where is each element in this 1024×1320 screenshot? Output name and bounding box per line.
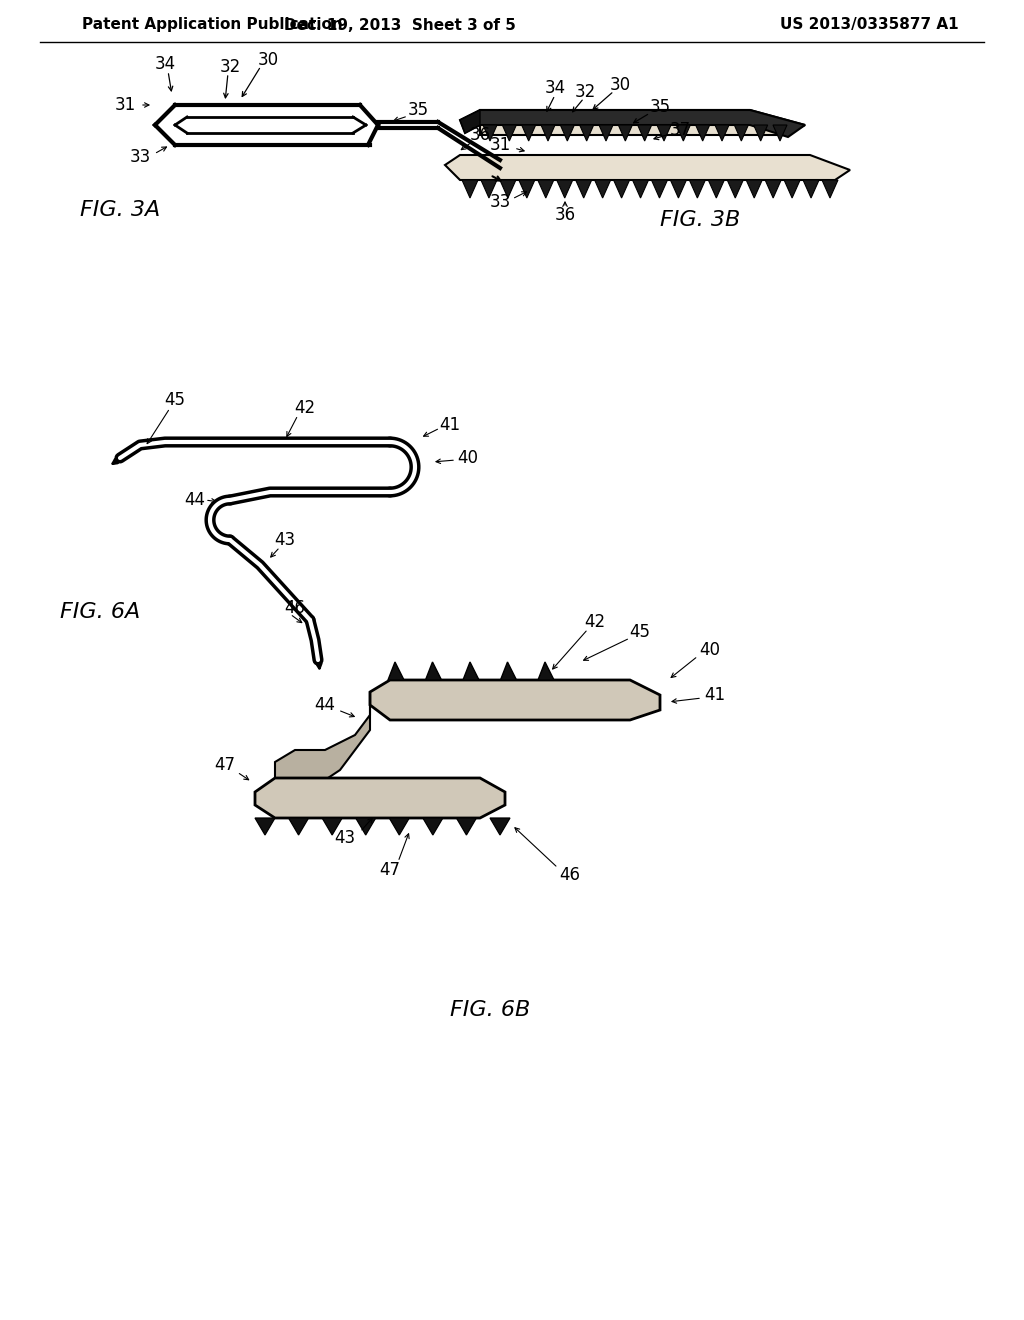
Polygon shape <box>275 692 370 789</box>
Polygon shape <box>695 125 710 141</box>
Polygon shape <box>370 680 660 719</box>
Text: 46: 46 <box>285 599 305 616</box>
Text: FIG. 6B: FIG. 6B <box>450 1001 530 1020</box>
Text: 35: 35 <box>408 102 429 119</box>
Text: 45: 45 <box>630 623 650 642</box>
Polygon shape <box>521 125 536 141</box>
Text: FIG. 3A: FIG. 3A <box>80 201 160 220</box>
Polygon shape <box>784 180 800 198</box>
Polygon shape <box>541 125 555 141</box>
Text: 43: 43 <box>335 829 355 847</box>
Polygon shape <box>773 125 787 141</box>
Text: 31: 31 <box>489 136 511 154</box>
Polygon shape <box>765 180 781 198</box>
Polygon shape <box>618 125 633 141</box>
Text: 47: 47 <box>214 756 236 774</box>
Polygon shape <box>457 818 476 836</box>
Polygon shape <box>727 180 743 198</box>
Text: 31: 31 <box>115 96 135 114</box>
Polygon shape <box>323 818 342 836</box>
Polygon shape <box>423 818 442 836</box>
Text: 41: 41 <box>439 416 461 434</box>
Text: 46: 46 <box>559 866 581 884</box>
Text: 37: 37 <box>670 121 690 139</box>
Polygon shape <box>460 110 480 133</box>
Text: Patent Application Publication: Patent Application Publication <box>82 17 343 33</box>
Text: 30: 30 <box>257 51 279 69</box>
Polygon shape <box>734 125 749 141</box>
Polygon shape <box>538 663 554 680</box>
Polygon shape <box>503 125 516 141</box>
Text: FIG. 3B: FIG. 3B <box>659 210 740 230</box>
Text: 47: 47 <box>380 861 400 879</box>
Polygon shape <box>519 180 535 198</box>
Polygon shape <box>599 125 613 141</box>
Text: Dec. 19, 2013  Sheet 3 of 5: Dec. 19, 2013 Sheet 3 of 5 <box>284 17 516 33</box>
Polygon shape <box>501 663 516 680</box>
Polygon shape <box>676 125 690 141</box>
Polygon shape <box>580 125 594 141</box>
Polygon shape <box>560 125 574 141</box>
Polygon shape <box>638 125 651 141</box>
Text: 33: 33 <box>489 193 511 211</box>
Text: 45: 45 <box>165 391 185 409</box>
Polygon shape <box>255 777 505 818</box>
Polygon shape <box>481 180 497 198</box>
Text: 42: 42 <box>295 399 315 417</box>
Polygon shape <box>490 818 510 836</box>
Polygon shape <box>500 180 516 198</box>
Polygon shape <box>822 180 838 198</box>
Text: 34: 34 <box>155 55 175 73</box>
Polygon shape <box>746 180 762 198</box>
Polygon shape <box>480 110 805 135</box>
Polygon shape <box>715 125 729 141</box>
Polygon shape <box>689 180 706 198</box>
Text: 40: 40 <box>699 642 721 659</box>
Text: 44: 44 <box>314 696 336 714</box>
Polygon shape <box>613 180 630 198</box>
Polygon shape <box>355 818 376 836</box>
Text: 32: 32 <box>219 58 241 77</box>
Polygon shape <box>671 180 686 198</box>
Text: 34: 34 <box>545 79 565 96</box>
Polygon shape <box>803 180 819 198</box>
Text: 40: 40 <box>458 449 478 467</box>
Polygon shape <box>388 663 404 680</box>
Polygon shape <box>462 180 478 198</box>
Text: US 2013/0335877 A1: US 2013/0335877 A1 <box>780 17 958 33</box>
Polygon shape <box>389 818 410 836</box>
Text: 36: 36 <box>469 125 490 144</box>
Polygon shape <box>657 125 671 141</box>
Polygon shape <box>255 818 275 836</box>
Text: 35: 35 <box>649 98 671 116</box>
Polygon shape <box>426 663 441 680</box>
Text: 41: 41 <box>705 686 726 704</box>
Polygon shape <box>289 818 308 836</box>
Polygon shape <box>538 180 554 198</box>
Text: 36: 36 <box>554 206 575 224</box>
Polygon shape <box>463 663 479 680</box>
Text: FIG. 6A: FIG. 6A <box>59 602 140 622</box>
Text: 32: 32 <box>574 83 596 102</box>
Polygon shape <box>754 125 768 141</box>
Text: 30: 30 <box>609 77 631 94</box>
Polygon shape <box>709 180 724 198</box>
Polygon shape <box>460 110 805 137</box>
Text: 43: 43 <box>274 531 296 549</box>
Text: 44: 44 <box>184 491 206 510</box>
Polygon shape <box>575 180 592 198</box>
Polygon shape <box>633 180 648 198</box>
Polygon shape <box>483 125 497 141</box>
Polygon shape <box>651 180 668 198</box>
Text: 33: 33 <box>129 148 151 166</box>
Polygon shape <box>557 180 572 198</box>
Polygon shape <box>595 180 610 198</box>
Polygon shape <box>445 154 850 180</box>
Text: 42: 42 <box>585 612 605 631</box>
